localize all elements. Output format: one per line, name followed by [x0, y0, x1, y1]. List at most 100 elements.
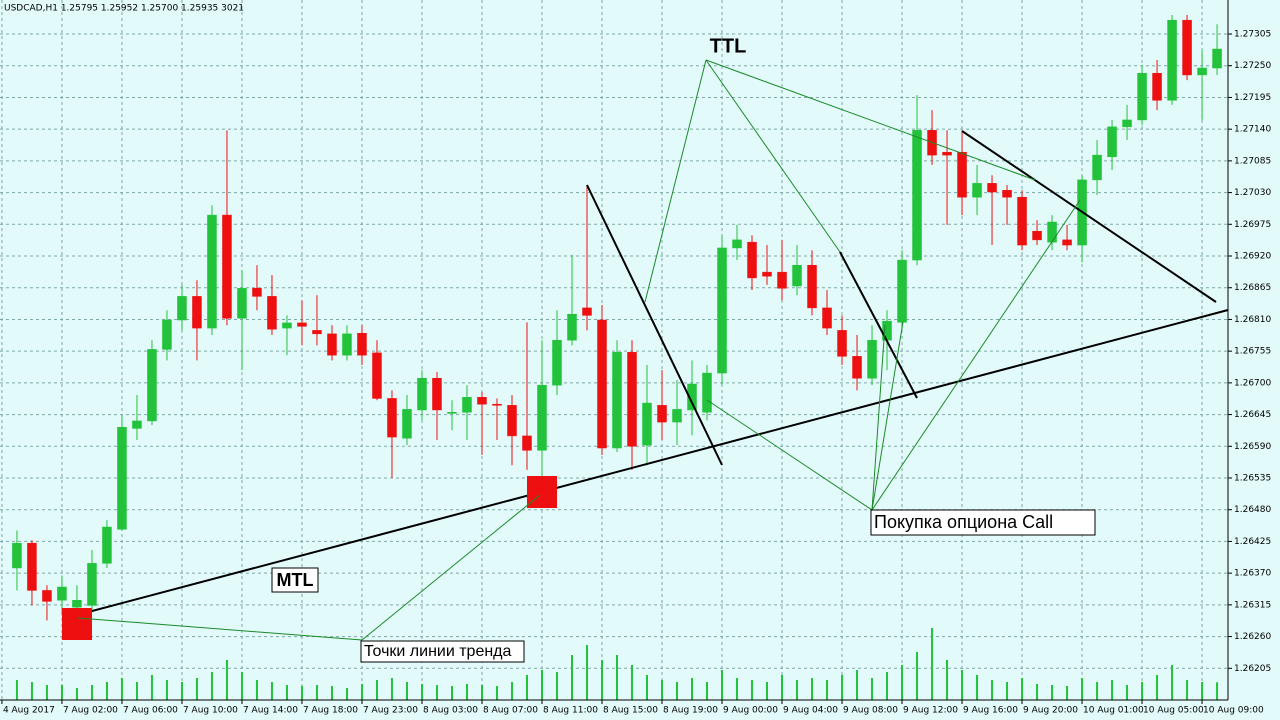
- candle-body: [507, 405, 517, 437]
- arrow: [706, 399, 873, 511]
- candle-body: [777, 271, 787, 289]
- candle-body: [282, 322, 292, 329]
- candle-body: [417, 378, 427, 411]
- candle-body: [177, 296, 187, 321]
- candle-body: [1182, 19, 1192, 76]
- candle-body: [837, 330, 847, 357]
- candle-body: [852, 356, 862, 379]
- x-tick-label: 8 Aug 03:00: [423, 706, 478, 716]
- candle-body: [897, 259, 907, 323]
- candle-body: [342, 333, 352, 356]
- candle-body: [867, 339, 877, 379]
- candle-body: [1032, 230, 1042, 241]
- x-tick-label: 9 Aug 08:00: [843, 706, 898, 716]
- y-tick-label: 1.26370: [1234, 569, 1271, 579]
- candle-body: [447, 412, 457, 414]
- x-tick-label: 7 Aug 14:00: [243, 706, 298, 716]
- candle-body: [432, 378, 442, 411]
- x-tick-label: 8 Aug 19:00: [663, 706, 718, 716]
- candle-body: [732, 239, 742, 249]
- candle-body: [12, 542, 22, 569]
- candle-body: [537, 384, 547, 451]
- candle-body: [27, 542, 37, 591]
- candle-body: [297, 322, 307, 327]
- y-tick-label: 1.27250: [1234, 61, 1271, 71]
- candle-body: [702, 372, 712, 413]
- candle-body: [597, 319, 607, 449]
- candle-body: [642, 402, 652, 446]
- candle-body: [687, 383, 697, 411]
- x-tick-label: 7 Aug 23:00: [363, 706, 418, 716]
- marker: [527, 476, 557, 508]
- candle-body: [42, 590, 52, 602]
- arrow: [871, 324, 886, 511]
- y-tick-label: 1.27030: [1234, 188, 1271, 198]
- candle-body: [1197, 67, 1207, 76]
- y-tick-label: 1.26590: [1234, 442, 1271, 452]
- y-tick-label: 1.26920: [1234, 252, 1271, 262]
- candle-body: [912, 130, 922, 261]
- marker: [62, 608, 92, 640]
- x-tick-label: 8 Aug 15:00: [603, 706, 658, 716]
- candle-body: [1047, 221, 1057, 243]
- x-tick-label: 7 Aug 02:00: [63, 706, 118, 716]
- candle-body: [582, 307, 592, 316]
- y-tick-label: 1.26425: [1234, 537, 1271, 547]
- candle-body: [252, 288, 262, 297]
- y-tick-label: 1.27305: [1234, 30, 1271, 40]
- trend-lines: [76, 130, 1229, 616]
- candle-body: [237, 288, 247, 319]
- volumes: [15, 628, 1219, 700]
- candle-body: [312, 330, 322, 335]
- candle-body: [942, 151, 952, 156]
- candle-body: [972, 183, 982, 198]
- x-tick-label: 7 Aug 10:00: [183, 706, 238, 716]
- candle-body: [792, 264, 802, 287]
- y-tick-label: 1.26700: [1234, 378, 1271, 388]
- annotation-box: [870, 509, 1096, 536]
- trend-line: [961, 130, 1217, 303]
- x-tick-label: 10 Aug 01:00: [1083, 706, 1144, 716]
- candle-body: [957, 151, 967, 198]
- y-tick-label: 1.26755: [1234, 347, 1271, 357]
- candle-body: [567, 314, 577, 341]
- x-tick-label: 9 Aug 04:00: [783, 706, 838, 716]
- candle-body: [627, 352, 637, 447]
- candle-body: [822, 307, 832, 329]
- candle-body: [72, 599, 82, 608]
- trend-line: [586, 184, 723, 466]
- candle-body: [987, 183, 997, 193]
- candle-body: [87, 563, 97, 606]
- candle-body: [612, 352, 622, 449]
- candle-body: [462, 397, 472, 413]
- candle-body: [1092, 154, 1102, 181]
- annotation-box: [360, 640, 525, 663]
- candle-body: [207, 214, 217, 329]
- x-tick-label: 8 Aug 07:00: [483, 706, 538, 716]
- annotation: Точки линии тренда: [364, 643, 512, 660]
- candle-body: [1017, 196, 1027, 246]
- y-tick-label: 1.26975: [1234, 220, 1271, 230]
- x-tick-label: 10 Aug 05:00: [1143, 706, 1204, 716]
- candle-body: [372, 352, 382, 399]
- y-tick-label: 1.26645: [1234, 410, 1271, 420]
- arrow: [871, 321, 904, 511]
- x-tick-label: 7 Aug 18:00: [303, 706, 358, 716]
- candle-body: [327, 333, 337, 356]
- candle-body: [162, 319, 172, 350]
- annotation-box: [271, 567, 319, 593]
- arrow: [77, 617, 363, 641]
- candle-body: [552, 339, 562, 386]
- candle-body: [192, 296, 202, 329]
- candle-body: [1137, 72, 1147, 121]
- candle-body: [717, 247, 727, 374]
- candle-body: [1062, 239, 1072, 246]
- candle-body: [1122, 119, 1132, 128]
- arrow: [871, 199, 1081, 511]
- candle-body: [492, 403, 502, 406]
- y-tick-label: 1.26260: [1234, 632, 1271, 642]
- candle-body: [672, 409, 682, 423]
- candle-body: [807, 264, 817, 309]
- trend-line: [839, 251, 918, 399]
